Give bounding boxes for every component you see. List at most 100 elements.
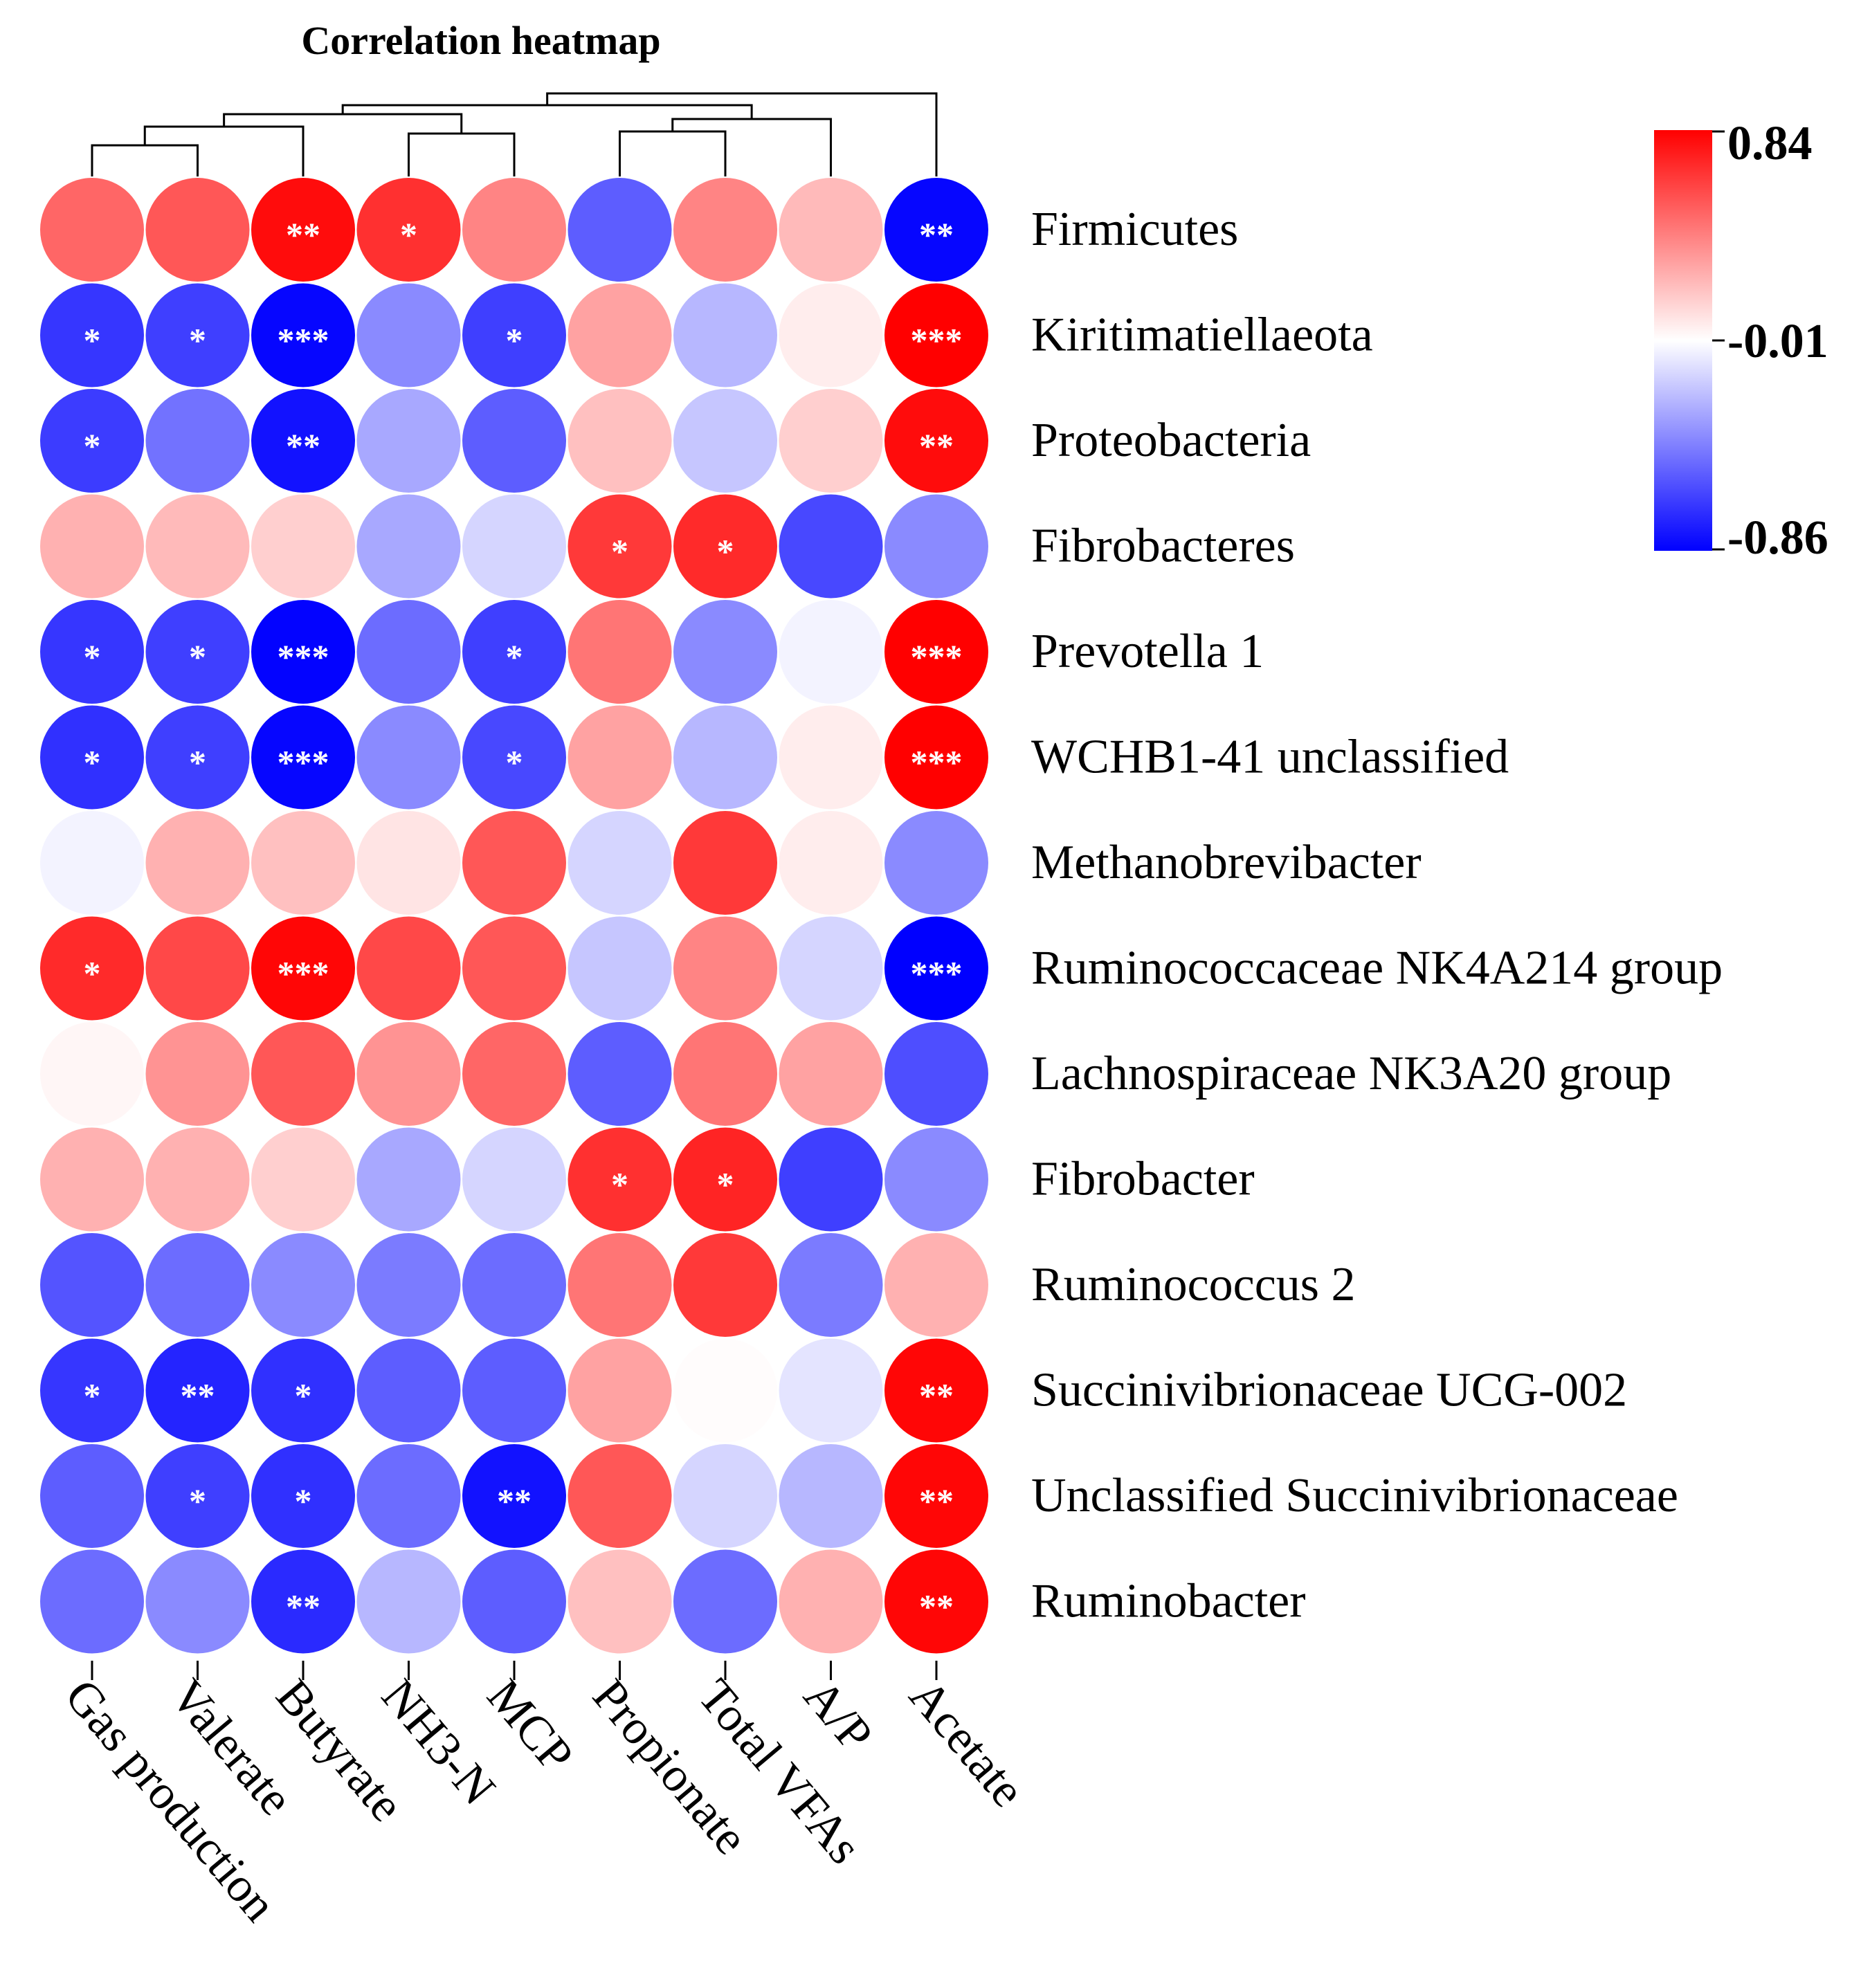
heatmap-cell	[356, 1338, 461, 1443]
heatmap-cell	[779, 1338, 883, 1443]
row-label: Succinivibrionaceae UCG-002	[1031, 1364, 1627, 1417]
heatmap-cell	[40, 178, 144, 282]
significance-label: **	[919, 1376, 954, 1415]
heatmap-cell	[145, 389, 250, 493]
heatmap-cell	[145, 1233, 250, 1337]
heatmap-cell	[779, 1549, 883, 1654]
heatmap-cell	[462, 1549, 566, 1654]
heatmap-cell	[673, 283, 777, 387]
heatmap-cell	[884, 705, 988, 810]
heatmap-cell	[779, 600, 883, 704]
color-scale-legend: 0.84 -0.01 -0.86	[1654, 117, 1828, 565]
heatmap-cell	[884, 178, 988, 282]
heatmap-cell	[356, 1444, 461, 1548]
heatmap-cell	[568, 811, 672, 915]
significance-label: **	[286, 215, 320, 254]
heatmap-cell	[251, 1233, 355, 1337]
heatmap-cell	[884, 283, 988, 387]
heatmap-cell	[462, 600, 566, 704]
heatmap-cell	[145, 283, 250, 387]
significance-label: *	[611, 1165, 628, 1204]
significance-label: ***	[911, 954, 963, 993]
legend-min-label: -0.86	[1727, 511, 1828, 565]
row-label: Fibrobacter	[1031, 1153, 1255, 1206]
heatmap-cell	[356, 283, 461, 387]
significance-label: ***	[278, 321, 329, 360]
row-label: Ruminobacter	[1031, 1575, 1306, 1628]
heatmap-cell	[251, 811, 355, 915]
significance-label: **	[286, 426, 320, 465]
heatmap-cell	[779, 705, 883, 810]
heatmap-cell	[673, 600, 777, 704]
legend-mid-label: -0.01	[1727, 315, 1828, 368]
heatmap-cell	[673, 705, 777, 810]
heatmap-cell	[40, 811, 144, 915]
significance-label: *	[84, 1376, 101, 1415]
heatmap-cell	[568, 1127, 672, 1232]
heatmap-cell	[779, 1444, 883, 1548]
heatmap-cell	[251, 1022, 355, 1126]
heatmap-cell	[568, 283, 672, 387]
significance-label: **	[919, 1481, 954, 1520]
heatmap-cell	[251, 600, 355, 704]
heatmap-cell	[145, 1022, 250, 1126]
row-label: Kiritimatiellaeota	[1031, 309, 1373, 362]
heatmap-cell	[251, 389, 355, 493]
significance-label: *	[717, 1165, 734, 1204]
column-ticks	[91, 1661, 938, 1680]
heatmap-cell	[251, 705, 355, 810]
heatmap-cell	[673, 1127, 777, 1232]
heatmap-cell	[568, 916, 672, 1021]
heatmap-cell	[40, 494, 144, 599]
heatmap-cell	[673, 494, 777, 599]
heatmap-cell	[884, 494, 988, 599]
heatmap-cell	[462, 811, 566, 915]
significance-label: *	[84, 743, 101, 782]
chart-title: Correlation heatmap	[301, 18, 660, 63]
heatmap-cell	[462, 389, 566, 493]
row-label: Unclassified Succinivibrionaceae	[1031, 1469, 1678, 1522]
significance-label: *	[611, 532, 628, 571]
heatmap-cell	[251, 1338, 355, 1443]
heatmap-cell	[40, 389, 144, 493]
significance-label: *	[506, 637, 523, 676]
significance-label: *	[717, 532, 734, 571]
heatmap-cell	[462, 1233, 566, 1337]
heatmap-cell	[251, 1127, 355, 1232]
heatmap-cell	[462, 1338, 566, 1443]
heatmap-cell	[568, 389, 672, 493]
heatmap-cell	[884, 916, 988, 1021]
heatmap-cell	[884, 1127, 988, 1232]
heatmap-cell	[40, 1444, 144, 1548]
heatmap-cell	[673, 1233, 777, 1337]
heatmap-cell	[568, 494, 672, 599]
column-labels: Gas productionValerateButyrateNH3-NMCPPr…	[55, 1670, 1035, 1932]
significance-label: **	[181, 1376, 215, 1415]
heatmap-cell	[145, 705, 250, 810]
significance-label: *	[84, 321, 101, 360]
row-label: Fibrobacteres	[1031, 520, 1295, 573]
significance-label: *	[295, 1481, 312, 1520]
heatmap-cell	[356, 178, 461, 282]
column-label: A/P	[793, 1670, 882, 1762]
row-label: Lachnospiraceae NK3A20 group	[1031, 1047, 1671, 1100]
significance-label: *	[189, 743, 206, 782]
significance-label: **	[919, 215, 954, 254]
heatmap-cell	[673, 389, 777, 493]
heatmap-cell	[40, 1338, 144, 1443]
dendrogram-branch	[546, 92, 938, 176]
heatmap-cell	[568, 1549, 672, 1654]
dendrogram-branch	[408, 132, 516, 176]
heatmap-cell	[462, 916, 566, 1021]
column-label: Acetate	[899, 1670, 1035, 1817]
heatmap-cell	[462, 705, 566, 810]
significance-label: ***	[278, 743, 329, 782]
heatmap-cell	[145, 600, 250, 704]
heatmap-cell	[40, 283, 144, 387]
heatmap-cell	[251, 916, 355, 1021]
significance-label: *	[400, 215, 417, 254]
heatmap-cell	[145, 494, 250, 599]
heatmap-cell	[356, 389, 461, 493]
heatmap-cell	[568, 705, 672, 810]
